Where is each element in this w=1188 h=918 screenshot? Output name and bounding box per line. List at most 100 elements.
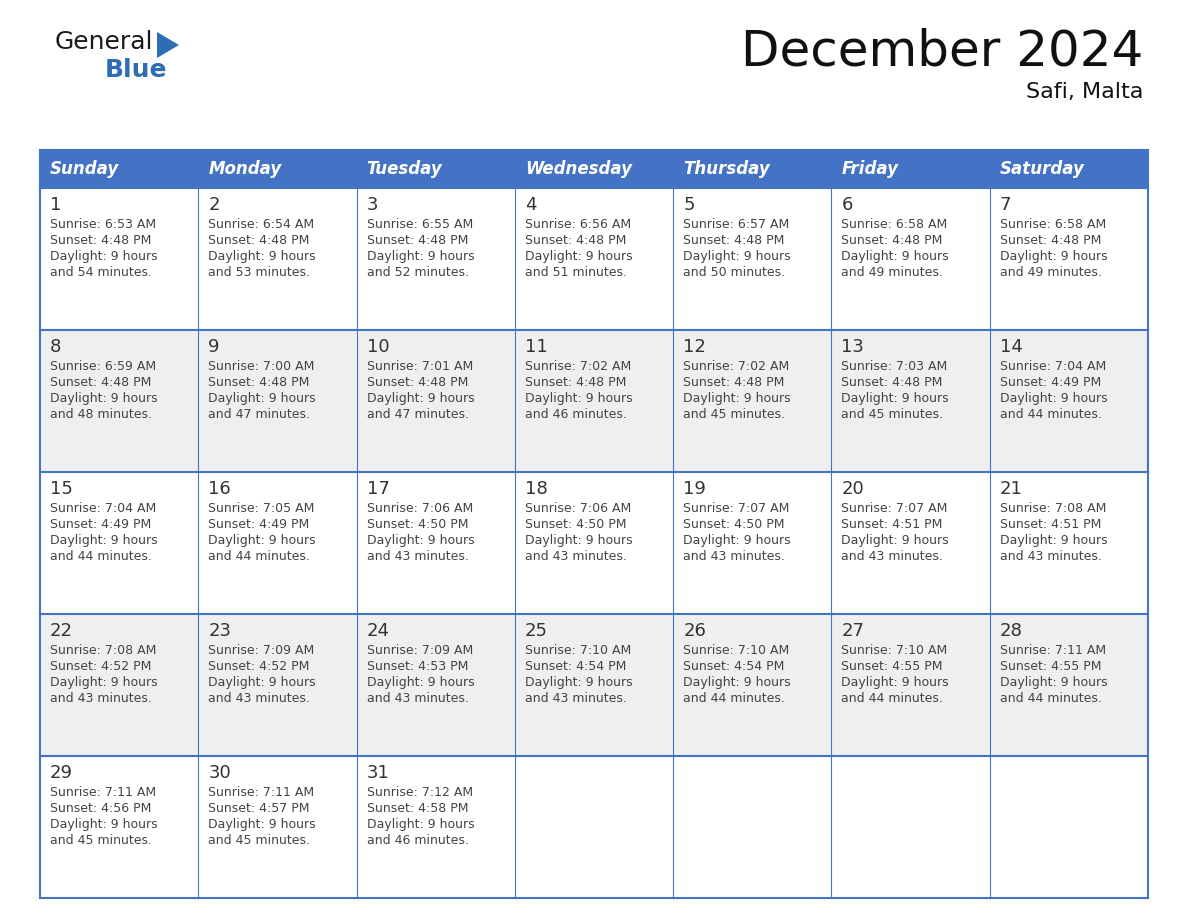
Bar	[674, 472, 832, 614]
Bar	[832, 472, 990, 614]
Text: Sunrise: 7:05 AM: Sunrise: 7:05 AM	[208, 502, 315, 515]
Bar	[40, 188, 198, 330]
Text: Sunset: 4:50 PM: Sunset: 4:50 PM	[367, 518, 468, 531]
Text: General: General	[55, 30, 153, 54]
Text: Daylight: 9 hours: Daylight: 9 hours	[1000, 534, 1107, 547]
Text: Sunset: 4:55 PM: Sunset: 4:55 PM	[841, 660, 943, 673]
Text: Sunset: 4:48 PM: Sunset: 4:48 PM	[525, 234, 626, 247]
Bar	[990, 472, 1148, 614]
Text: Daylight: 9 hours: Daylight: 9 hours	[841, 534, 949, 547]
Bar	[198, 330, 356, 472]
Text: Sunset: 4:58 PM: Sunset: 4:58 PM	[367, 802, 468, 815]
Text: and 47 minutes.: and 47 minutes.	[367, 408, 468, 421]
Text: 14: 14	[1000, 338, 1023, 356]
Text: 6: 6	[841, 196, 853, 214]
Text: Daylight: 9 hours: Daylight: 9 hours	[525, 534, 632, 547]
Text: Sunrise: 7:04 AM: Sunrise: 7:04 AM	[50, 502, 157, 515]
Bar	[674, 614, 832, 756]
Text: 15: 15	[50, 480, 72, 498]
Text: Daylight: 9 hours: Daylight: 9 hours	[525, 392, 632, 405]
Text: Safi, Malta: Safi, Malta	[1025, 82, 1143, 102]
Text: Monday: Monday	[208, 160, 282, 178]
Text: and 43 minutes.: and 43 minutes.	[50, 692, 152, 705]
Text: Sunrise: 6:58 AM: Sunrise: 6:58 AM	[1000, 218, 1106, 231]
Text: Daylight: 9 hours: Daylight: 9 hours	[367, 392, 474, 405]
Text: 11: 11	[525, 338, 548, 356]
Text: 3: 3	[367, 196, 378, 214]
Bar	[514, 150, 674, 188]
Text: 21: 21	[1000, 480, 1023, 498]
Text: Sunset: 4:48 PM: Sunset: 4:48 PM	[367, 234, 468, 247]
Text: and 50 minutes.: and 50 minutes.	[683, 266, 785, 279]
Text: and 44 minutes.: and 44 minutes.	[841, 692, 943, 705]
Text: and 43 minutes.: and 43 minutes.	[208, 692, 310, 705]
Text: Daylight: 9 hours: Daylight: 9 hours	[683, 676, 791, 689]
Text: and 45 minutes.: and 45 minutes.	[50, 834, 152, 847]
Text: Sunrise: 6:58 AM: Sunrise: 6:58 AM	[841, 218, 948, 231]
Bar	[832, 614, 990, 756]
Text: Sunrise: 7:07 AM: Sunrise: 7:07 AM	[683, 502, 790, 515]
Text: Sunset: 4:55 PM: Sunset: 4:55 PM	[1000, 660, 1101, 673]
Text: Sunset: 4:52 PM: Sunset: 4:52 PM	[208, 660, 310, 673]
Bar	[40, 472, 198, 614]
Text: Daylight: 9 hours: Daylight: 9 hours	[683, 392, 791, 405]
Text: Daylight: 9 hours: Daylight: 9 hours	[683, 534, 791, 547]
Text: and 43 minutes.: and 43 minutes.	[1000, 550, 1101, 563]
Text: Sunrise: 7:12 AM: Sunrise: 7:12 AM	[367, 786, 473, 799]
Text: and 46 minutes.: and 46 minutes.	[367, 834, 468, 847]
Text: 1: 1	[50, 196, 62, 214]
Bar	[356, 330, 514, 472]
Bar	[674, 188, 832, 330]
Text: and 48 minutes.: and 48 minutes.	[50, 408, 152, 421]
Bar	[990, 756, 1148, 898]
Text: Sunrise: 7:03 AM: Sunrise: 7:03 AM	[841, 360, 948, 373]
Text: 16: 16	[208, 480, 230, 498]
Text: and 45 minutes.: and 45 minutes.	[683, 408, 785, 421]
Text: 22: 22	[50, 622, 72, 640]
Text: 29: 29	[50, 764, 72, 782]
Text: 26: 26	[683, 622, 706, 640]
Bar	[674, 756, 832, 898]
Text: Sunrise: 6:59 AM: Sunrise: 6:59 AM	[50, 360, 156, 373]
Text: 7: 7	[1000, 196, 1011, 214]
Text: 20: 20	[841, 480, 864, 498]
Text: Sunrise: 6:55 AM: Sunrise: 6:55 AM	[367, 218, 473, 231]
Text: Sunrise: 7:09 AM: Sunrise: 7:09 AM	[208, 644, 315, 657]
Text: Saturday: Saturday	[1000, 160, 1085, 178]
Bar	[832, 330, 990, 472]
Text: 24: 24	[367, 622, 390, 640]
Text: Daylight: 9 hours: Daylight: 9 hours	[208, 250, 316, 263]
Text: and 43 minutes.: and 43 minutes.	[683, 550, 785, 563]
Text: 18: 18	[525, 480, 548, 498]
Text: Daylight: 9 hours: Daylight: 9 hours	[50, 392, 158, 405]
Text: and 43 minutes.: and 43 minutes.	[525, 550, 627, 563]
Bar	[40, 756, 198, 898]
Text: Sunset: 4:52 PM: Sunset: 4:52 PM	[50, 660, 151, 673]
Text: 28: 28	[1000, 622, 1023, 640]
Text: 9: 9	[208, 338, 220, 356]
Text: and 54 minutes.: and 54 minutes.	[50, 266, 152, 279]
Text: 13: 13	[841, 338, 865, 356]
Text: Sunrise: 6:53 AM: Sunrise: 6:53 AM	[50, 218, 156, 231]
Bar	[514, 614, 674, 756]
Text: and 44 minutes.: and 44 minutes.	[1000, 408, 1101, 421]
Text: Sunset: 4:48 PM: Sunset: 4:48 PM	[1000, 234, 1101, 247]
Text: Sunset: 4:54 PM: Sunset: 4:54 PM	[525, 660, 626, 673]
Text: Sunset: 4:54 PM: Sunset: 4:54 PM	[683, 660, 784, 673]
Text: Sunrise: 7:08 AM: Sunrise: 7:08 AM	[1000, 502, 1106, 515]
Text: and 46 minutes.: and 46 minutes.	[525, 408, 627, 421]
Text: Sunrise: 7:10 AM: Sunrise: 7:10 AM	[841, 644, 948, 657]
Text: Daylight: 9 hours: Daylight: 9 hours	[50, 534, 158, 547]
Text: Daylight: 9 hours: Daylight: 9 hours	[367, 818, 474, 831]
Text: Sunrise: 7:02 AM: Sunrise: 7:02 AM	[525, 360, 631, 373]
Text: 23: 23	[208, 622, 232, 640]
Text: 4: 4	[525, 196, 536, 214]
Text: Sunrise: 7:06 AM: Sunrise: 7:06 AM	[525, 502, 631, 515]
Text: 8: 8	[50, 338, 62, 356]
Text: Sunset: 4:48 PM: Sunset: 4:48 PM	[841, 234, 943, 247]
Text: Sunrise: 7:11 AM: Sunrise: 7:11 AM	[208, 786, 315, 799]
Text: Sunrise: 7:10 AM: Sunrise: 7:10 AM	[683, 644, 789, 657]
Text: Sunset: 4:56 PM: Sunset: 4:56 PM	[50, 802, 151, 815]
Text: and 47 minutes.: and 47 minutes.	[208, 408, 310, 421]
Bar	[356, 150, 514, 188]
